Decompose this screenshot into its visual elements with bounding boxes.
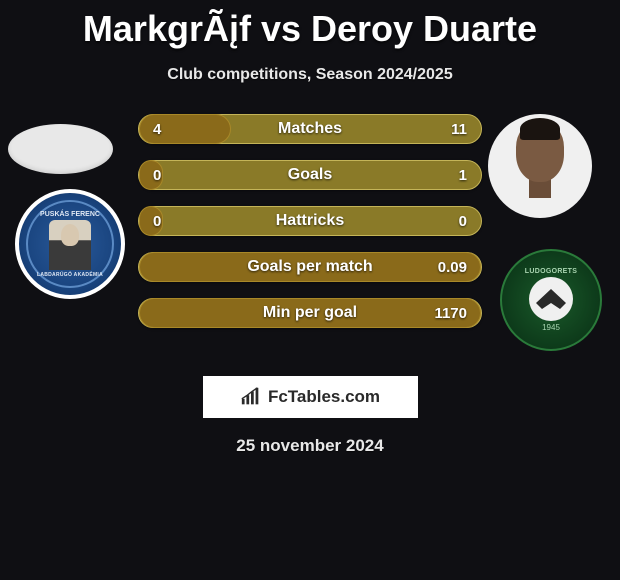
- page-title: MarkgrÃįf vs Deroy Duarte: [0, 0, 620, 50]
- stat-right-value: 11: [451, 121, 467, 138]
- stat-right-value: 0: [459, 213, 467, 230]
- stat-right-value: 1: [459, 167, 467, 184]
- club-left-inner: PUSKÁS FERENC LABDARÚGÓ AKADÉMIA: [26, 200, 114, 288]
- stat-row-matches: 4 Matches 11: [138, 114, 482, 144]
- player-left-avatar: [8, 124, 113, 174]
- stat-right-value: 0.09: [438, 259, 467, 276]
- stat-row-goals: 0 Goals 1: [138, 160, 482, 190]
- stat-right-value: 1170: [434, 305, 467, 322]
- stat-label: Goals per match: [247, 258, 372, 276]
- stat-left-value: 4: [153, 121, 161, 138]
- player-right-face-icon: [510, 122, 570, 202]
- stat-label: Goals: [288, 166, 332, 184]
- club-right-eagle-icon: [529, 277, 573, 321]
- stat-label: Min per goal: [263, 304, 357, 322]
- stat-row-min-per-goal: Min per goal 1170: [138, 298, 482, 328]
- stat-bars: 4 Matches 11 0 Goals 1 0 Hattricks 0 Goa…: [138, 114, 482, 344]
- bar-chart-icon: [240, 386, 262, 408]
- club-right-badge: LUDOGORETS 1945: [500, 249, 602, 351]
- footer-brand-text: FcTables.com: [268, 387, 380, 407]
- stat-left-value: 0: [153, 167, 161, 184]
- date-text: 25 november 2024: [0, 436, 620, 456]
- stat-label: Matches: [278, 120, 342, 138]
- stat-row-hattricks: 0 Hattricks 0: [138, 206, 482, 236]
- stat-label: Hattricks: [276, 212, 344, 230]
- stat-row-goals-per-match: Goals per match 0.09: [138, 252, 482, 282]
- footer-brand-badge[interactable]: FcTables.com: [203, 376, 418, 418]
- club-left-badge: PUSKÁS FERENC LABDARÚGÓ AKADÉMIA: [15, 189, 125, 299]
- club-left-name-bottom: LABDARÚGÓ AKADÉMIA: [37, 272, 103, 278]
- club-right-name: LUDOGORETS: [525, 268, 577, 275]
- comparison-area: PUSKÁS FERENC LABDARÚGÓ AKADÉMIA LUDOGOR…: [0, 114, 620, 364]
- stat-left-value: 0: [153, 213, 161, 230]
- club-left-name-top: PUSKÁS FERENC: [40, 211, 100, 218]
- club-left-portrait-icon: [49, 220, 91, 270]
- subtitle: Club competitions, Season 2024/2025: [0, 66, 620, 84]
- player-right-avatar: [488, 114, 592, 218]
- club-right-year: 1945: [542, 323, 560, 332]
